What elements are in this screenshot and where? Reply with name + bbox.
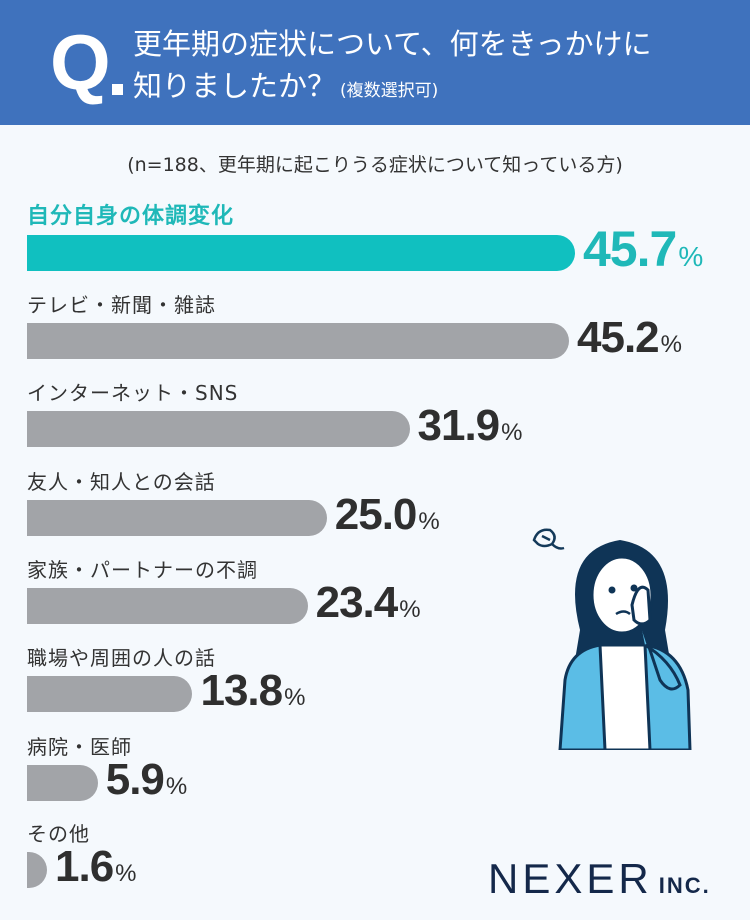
value-number: 25.0 <box>334 489 418 539</box>
bar-value: 45.2% <box>577 312 682 367</box>
bar-value: 13.8% <box>200 665 305 720</box>
bar <box>27 235 575 271</box>
value-unit: % <box>678 241 703 272</box>
bar <box>27 500 327 536</box>
bar <box>27 852 47 888</box>
worry-scribble-icon <box>532 528 565 550</box>
q-mark: Q <box>50 18 111 106</box>
bar-label: 自分自身の体調変化 <box>27 204 235 229</box>
bar-line: 45.7% <box>27 224 703 274</box>
bar-label: テレビ・新聞・雑誌 <box>27 293 216 317</box>
bar-value: 5.9% <box>105 754 188 809</box>
bar-value: 1.6% <box>55 841 137 896</box>
value-number: 45.7 <box>583 221 677 277</box>
value-number: 45.2 <box>577 312 660 362</box>
bar-row: 家族・パートナーの不調 23.4% <box>27 558 421 624</box>
question-note: (複数選択可) <box>340 81 439 101</box>
bar-line: 45.2% <box>27 315 682 359</box>
nexer-logo: NEXER INC. <box>488 855 711 903</box>
value-number: 1.6 <box>55 841 114 891</box>
bar-label: 家族・パートナーの不調 <box>27 558 258 582</box>
bar <box>27 323 569 359</box>
bar-row: 自分自身の体調変化 45.7% <box>27 204 703 274</box>
bar-value: 23.4% <box>315 577 421 632</box>
value-number: 5.9 <box>105 754 165 804</box>
bar-row: 友人・知人との会話 25.0% <box>27 470 440 536</box>
bar-label: その他 <box>27 822 90 846</box>
q-dot <box>112 84 123 95</box>
bar <box>27 676 193 712</box>
bar-label: 職場や周囲の人の話 <box>27 646 216 670</box>
bar-line: 25.0% <box>27 492 440 536</box>
bar-line: 1.6% <box>27 844 137 888</box>
worried-woman-illustration <box>532 528 692 750</box>
bar-row: テレビ・新聞・雑誌 45.2% <box>27 293 682 359</box>
question-title-line1: 更年期の症状について、何をきっかけに <box>133 27 652 61</box>
bar-line: 13.8% <box>27 668 305 712</box>
bar-row: インターネット・SNS 31.9% <box>27 381 523 447</box>
value-unit: % <box>284 683 305 711</box>
value-number: 31.9 <box>417 400 501 450</box>
value-unit: % <box>115 859 136 887</box>
bar-row: 職場や周囲の人の話 13.8% <box>27 646 305 712</box>
value-unit: % <box>399 595 420 623</box>
bar-value: 31.9% <box>417 400 523 455</box>
question-header: Q 更年期の症状について、何をきっかけに 知りましたか？ (複数選択可) <box>0 0 750 125</box>
bar-line: 31.9% <box>27 403 523 447</box>
value-unit: % <box>501 418 522 446</box>
bar <box>27 411 410 447</box>
value-unit: % <box>165 772 187 800</box>
bar-row: 病院・医師 5.9% <box>27 735 187 801</box>
value-number: 23.4 <box>315 577 399 627</box>
bar-label: 友人・知人との会話 <box>27 470 216 494</box>
bar-line: 5.9% <box>27 757 187 801</box>
bar-row: その他 1.6% <box>27 822 137 888</box>
value-number: 13.8 <box>200 665 283 715</box>
bar <box>27 588 308 624</box>
bar-value: 25.0% <box>334 489 440 544</box>
bar-label: インターネット・SNS <box>27 381 239 405</box>
sample-note: (n=188、更年期に起こりうる症状について知っている方) <box>127 154 623 176</box>
logo-main: NEXER <box>488 855 653 902</box>
logo-suffix: INC. <box>658 873 711 898</box>
bar <box>27 765 98 801</box>
value-unit: % <box>660 330 682 358</box>
question-title-line2: 知りましたか？ (複数選択可) <box>133 68 438 109</box>
question-title-text: 知りましたか？ <box>133 69 337 103</box>
bar-line: 23.4% <box>27 580 421 624</box>
value-unit: % <box>418 507 439 535</box>
bar-label: 病院・医師 <box>27 735 132 759</box>
bar-value: 45.7% <box>583 224 703 279</box>
